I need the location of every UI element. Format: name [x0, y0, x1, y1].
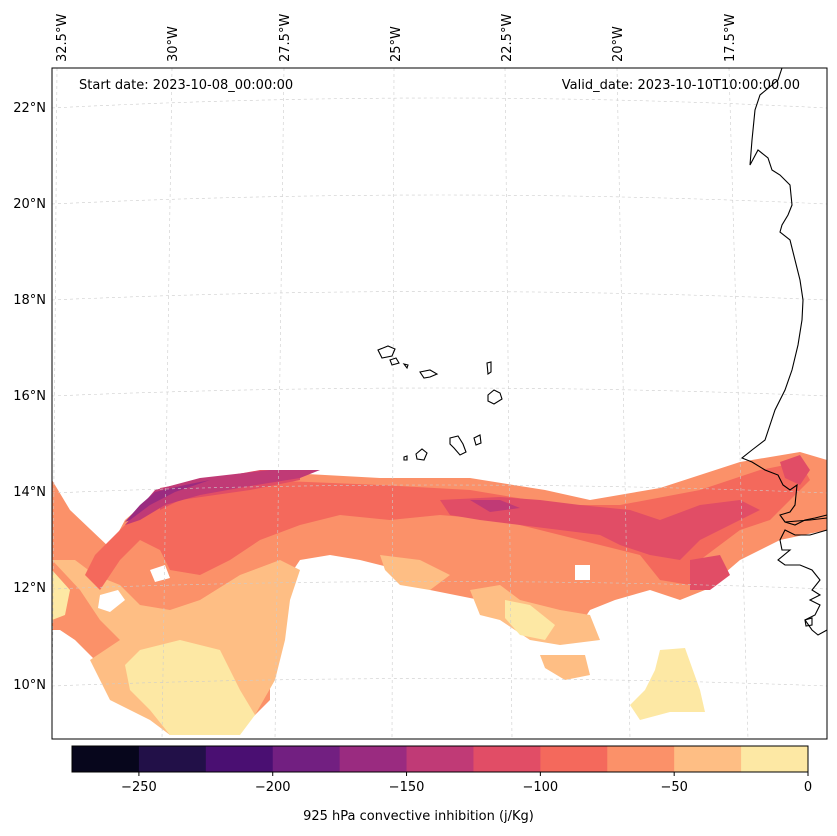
island-sao-vicente	[389, 357, 400, 366]
lat-label: 14°N	[13, 485, 46, 500]
lon-label: 30°W	[166, 26, 181, 62]
island-fogo	[415, 448, 428, 461]
colorbar-tick-label: 0	[804, 780, 812, 795]
lat-label: 20°N	[13, 197, 46, 212]
lon-label: 20°W	[611, 26, 626, 62]
colorbar-swatch	[72, 746, 140, 772]
gambia-river	[784, 517, 828, 523]
cin-gap-west-2	[150, 565, 170, 582]
cin-contours	[52, 452, 827, 735]
cin-region-peach-4	[540, 655, 590, 680]
coastlines	[377, 67, 828, 636]
colorbar-swatch	[272, 746, 341, 772]
africa-coast	[740, 67, 828, 526]
valid-date-label: Valid_date: 2023-10-10T10:00:00.00	[561, 78, 800, 93]
lon-label: 22.5°W	[500, 14, 515, 62]
cin-region-red-3	[690, 555, 730, 590]
colorbar-tick-label: −50	[660, 780, 687, 795]
cin-region-magenta-2	[470, 500, 520, 512]
colorbar-swatch	[473, 746, 541, 772]
colorbar-tick-label: −250	[121, 780, 157, 795]
island-bijagos	[804, 617, 813, 627]
lon-label: 25°W	[389, 26, 404, 62]
lat-label: 10°N	[13, 678, 46, 693]
colorbar-border	[71, 745, 809, 773]
gridlines	[51, 67, 828, 740]
lat-label: 12°N	[13, 581, 46, 596]
colorbar-swatch	[674, 746, 742, 772]
colorbar-swatch	[741, 746, 809, 772]
island-santa-luzia	[402, 363, 409, 370]
colorbar-swatch	[406, 746, 474, 772]
lon-labels: 32.5°W 30°W 27.5°W 25°W 22.5°W 20°W 17.5…	[55, 14, 738, 62]
colorbar-swatch	[540, 746, 608, 772]
colorbar-tick-label: −100	[523, 780, 559, 795]
lat-label: 22°N	[13, 101, 46, 116]
colorbar-swatch	[138, 746, 207, 772]
colorbar-tick-label: −200	[255, 780, 291, 795]
cin-region-yellow-4	[52, 570, 70, 620]
lon-label: 27.5°W	[278, 14, 293, 62]
map-border	[51, 67, 828, 740]
cin-gap-west	[98, 590, 125, 612]
lat-label: 16°N	[13, 389, 46, 404]
cin-region-red-4	[780, 455, 810, 485]
start-date-label: Start date: 2023-10-08_00:00:00	[79, 78, 294, 93]
cin-region-salmon	[85, 462, 810, 590]
cin-region-red-2	[440, 497, 760, 560]
island-boa-vista	[487, 389, 503, 405]
island-santo-antao	[377, 345, 396, 359]
island-sao-nicolau	[419, 369, 439, 379]
cin-region-yellow-3	[630, 648, 705, 720]
island-sal	[486, 361, 492, 375]
colorbar: −250 −200 −150 −100 −50 0	[71, 745, 812, 795]
lon-label: 17.5°W	[723, 14, 738, 62]
colorbar-swatch	[607, 746, 675, 772]
cin-region-yellow-2	[505, 600, 555, 640]
lat-labels: 22°N 20°N 18°N 16°N 14°N 12°N 10°N	[13, 101, 46, 693]
lat-label: 18°N	[13, 293, 46, 308]
cin-region-yellow	[125, 640, 255, 735]
cin-gap-east	[575, 565, 590, 580]
island-santiago	[449, 435, 467, 456]
island-maio	[473, 434, 482, 446]
africa-coast-south	[777, 529, 828, 636]
colorbar-tick-label: −150	[389, 780, 425, 795]
colorbar-swatch	[205, 746, 274, 772]
colorbar-swatch	[339, 746, 408, 772]
island-brava	[403, 455, 408, 461]
colorbar-label: 925 hPa convective inhibition (j/Kg)	[303, 809, 534, 824]
lon-label: 32.5°W	[55, 14, 70, 62]
